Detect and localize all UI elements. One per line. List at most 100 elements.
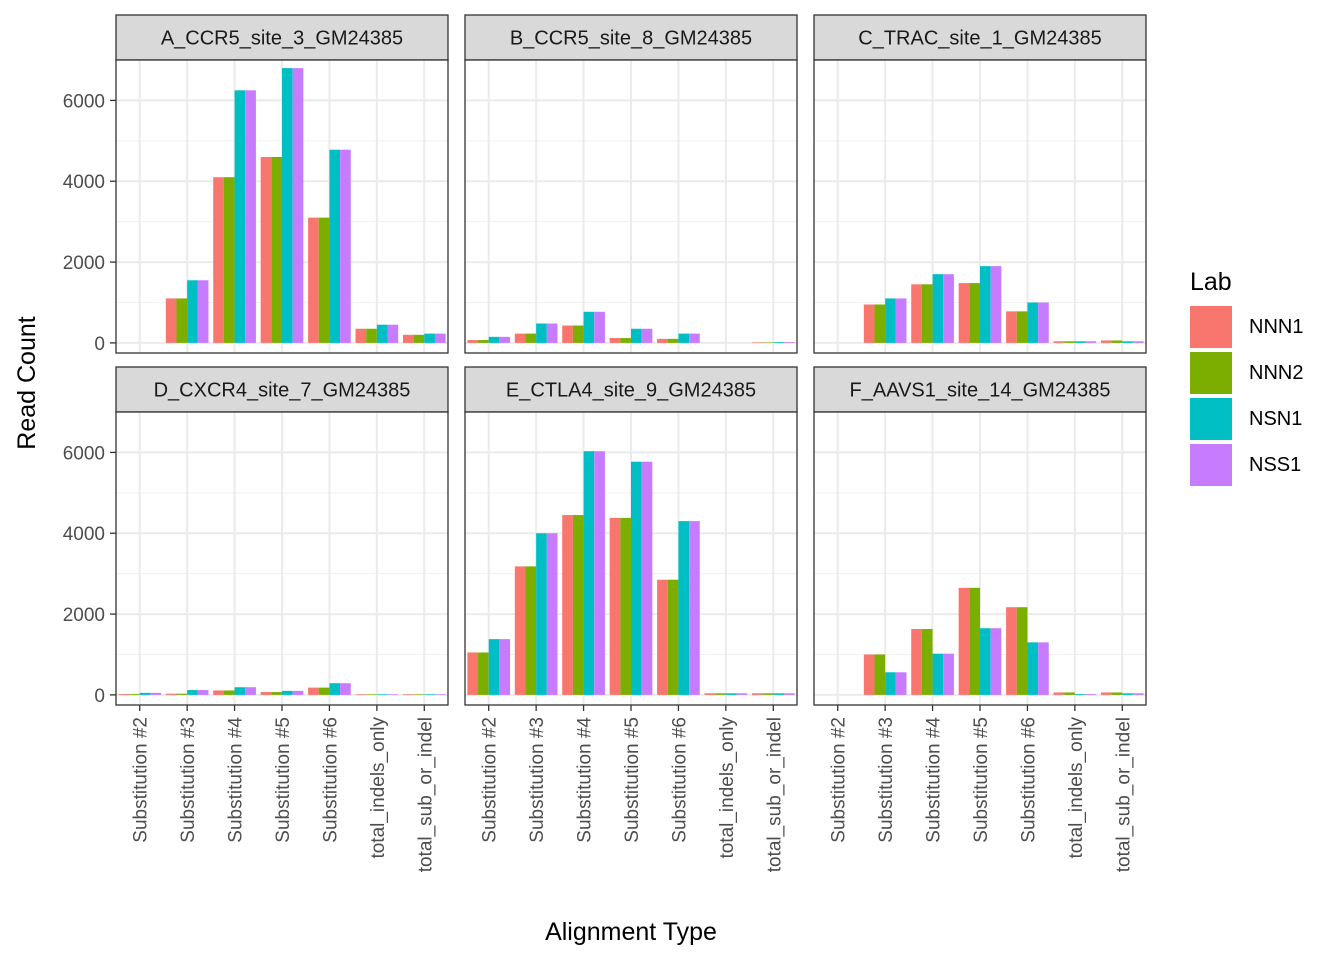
bar-nss1 bbox=[499, 639, 511, 695]
bar-nnn2 bbox=[176, 693, 188, 695]
facet-title: A_CCR5_site_3_GM24385 bbox=[161, 28, 403, 50]
legend-swatch bbox=[1190, 306, 1232, 348]
legend-title: Lab bbox=[1190, 268, 1232, 296]
x-tick-label: total_indels_only bbox=[1066, 717, 1087, 859]
bar-nnn2 bbox=[318, 217, 330, 343]
bar-nnn2 bbox=[762, 693, 774, 695]
facet-title: E_CTLA4_site_9_GM24385 bbox=[506, 380, 756, 402]
bar-nnn2 bbox=[129, 694, 140, 695]
bar-nss1 bbox=[1132, 693, 1144, 695]
bar-nnn2 bbox=[366, 328, 377, 343]
bar-nsn1 bbox=[424, 694, 435, 695]
bar-nsn1 bbox=[885, 672, 896, 695]
bar-nnn1 bbox=[751, 342, 763, 343]
x-tick-label: Substitution #2 bbox=[480, 717, 501, 843]
bar-nsn1 bbox=[980, 266, 991, 343]
bar-nnn1 bbox=[863, 304, 875, 343]
bar-nsn1 bbox=[1027, 642, 1039, 695]
bar-nss1 bbox=[340, 149, 351, 343]
facet-title: C_TRAC_site_1_GM24385 bbox=[858, 28, 1101, 50]
bar-nnn1 bbox=[308, 217, 319, 343]
bar-nsn1 bbox=[583, 451, 595, 695]
x-tick-label: Substitution #2 bbox=[131, 717, 152, 843]
bar-nnn1 bbox=[1006, 607, 1017, 695]
bar-nsn1 bbox=[885, 298, 896, 343]
legend-label: NNN2 bbox=[1249, 361, 1304, 384]
x-tick-label: Substitution #4 bbox=[226, 717, 247, 843]
bar-nsn1 bbox=[282, 690, 293, 695]
y-tick-label: 4000 bbox=[63, 524, 105, 545]
x-tick-label: Substitution #3 bbox=[178, 717, 199, 843]
bar-nsn1 bbox=[424, 333, 435, 343]
bar-nsn1 bbox=[282, 68, 293, 343]
legend-label: NSN1 bbox=[1249, 407, 1303, 430]
bar-nnn1 bbox=[863, 654, 875, 695]
bar-nnn1 bbox=[514, 333, 526, 343]
bar-nnn2 bbox=[969, 283, 980, 343]
bar-nnn1 bbox=[260, 692, 272, 695]
bar-nnn2 bbox=[667, 579, 679, 695]
bar-nss1 bbox=[197, 690, 209, 695]
bar-nnn2 bbox=[413, 334, 425, 343]
bar-nnn2 bbox=[667, 338, 679, 343]
bar-nnn1 bbox=[657, 338, 668, 343]
facet-strip bbox=[115, 366, 449, 413]
bar-nnn1 bbox=[1100, 692, 1112, 695]
bar-nss1 bbox=[943, 274, 954, 343]
bar-nsn1 bbox=[234, 687, 246, 695]
x-tick-label: Substitution #3 bbox=[876, 717, 897, 843]
bar-nss1 bbox=[641, 461, 653, 695]
bar-nss1 bbox=[245, 90, 256, 343]
bar-nsn1 bbox=[329, 683, 341, 695]
bar-nss1 bbox=[783, 342, 795, 343]
facet-title: D_CXCR4_site_7_GM24385 bbox=[154, 380, 411, 402]
bar-nnn2 bbox=[223, 177, 235, 343]
bar-nss1 bbox=[895, 672, 907, 695]
bar-nnn2 bbox=[271, 692, 282, 695]
bar-nsn1 bbox=[725, 693, 737, 695]
bar-nnn2 bbox=[525, 566, 537, 695]
bar-nnn2 bbox=[1016, 607, 1028, 695]
bar-nnn1 bbox=[467, 340, 479, 343]
bar-nss1 bbox=[689, 521, 700, 695]
bar-nsn1 bbox=[376, 694, 388, 695]
bar-nsn1 bbox=[376, 324, 388, 343]
x-tick-label: Substitution #2 bbox=[829, 717, 850, 843]
x-tick-label: Substitution #4 bbox=[924, 717, 945, 843]
bar-nnn1 bbox=[704, 693, 716, 695]
bar-nss1 bbox=[895, 298, 907, 343]
bar-nnn1 bbox=[1100, 340, 1112, 343]
bar-nnn1 bbox=[402, 334, 414, 343]
panel-b-ccr5-site-8-gm24385: B_CCR5_site_8_GM24385 bbox=[464, 14, 798, 354]
y-tick-label: 0 bbox=[94, 334, 105, 355]
y-tick-label: 6000 bbox=[63, 91, 105, 112]
bar-nss1 bbox=[387, 324, 399, 343]
y-tick-label: 6000 bbox=[63, 443, 105, 464]
legend-item-nsn1: NSN1 bbox=[1190, 396, 1303, 442]
bar-nnn2 bbox=[874, 304, 886, 343]
bar-nnn2 bbox=[525, 333, 537, 343]
x-tick-label: Substitution #5 bbox=[622, 717, 643, 843]
bar-nnn2 bbox=[572, 515, 584, 695]
bar-nss1 bbox=[689, 333, 700, 343]
x-tick-label: total_sub_or_indel bbox=[764, 717, 785, 872]
bar-nsn1 bbox=[1027, 302, 1039, 343]
bar-nss1 bbox=[150, 692, 162, 695]
bar-nnn1 bbox=[609, 338, 621, 343]
bar-nss1 bbox=[594, 451, 605, 695]
bar-nnn1 bbox=[355, 328, 367, 343]
bar-nss1 bbox=[990, 628, 1002, 695]
legend-swatch bbox=[1190, 398, 1232, 440]
bar-nss1 bbox=[594, 311, 605, 343]
panel-e-ctla4-site-9-gm24385: E_CTLA4_site_9_GM24385 Substitution #2 Sub… bbox=[464, 366, 798, 872]
bar-nnn1 bbox=[562, 325, 573, 343]
bar-nnn1 bbox=[213, 177, 224, 343]
bar-nnn2 bbox=[223, 690, 235, 695]
bar-nsn1 bbox=[187, 280, 198, 343]
bar-nss1 bbox=[245, 687, 256, 695]
bar-nnn1 bbox=[213, 690, 224, 695]
bar-nnn2 bbox=[366, 694, 377, 695]
bar-nss1 bbox=[340, 683, 351, 695]
bar-nsn1 bbox=[583, 311, 595, 343]
